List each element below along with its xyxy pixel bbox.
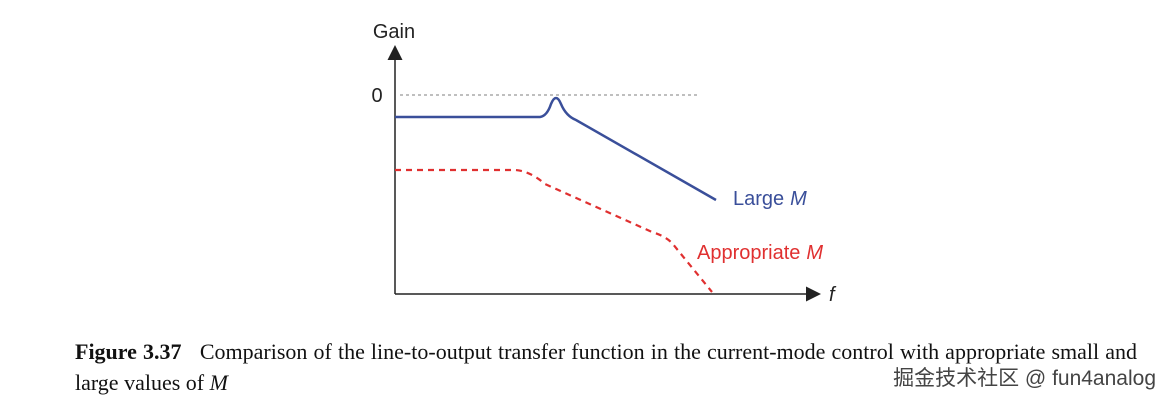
curve-label-text: Appropriate (697, 242, 800, 264)
figure: Gain f 0 Large M Appropriate M (371, 21, 837, 306)
caption: Figure 3.37 Comparison of the line-to-ou… (75, 336, 1137, 398)
watermark: 掘金技术社区 @ fun4analog (893, 367, 1156, 390)
appropriate-m-curve (395, 168, 713, 293)
caption-symbol: M (209, 370, 228, 395)
caption-text: Comparison of the line-to-output transfe… (75, 339, 1137, 395)
zero-label: 0 (371, 85, 382, 107)
curve-label-text: Large (733, 188, 784, 210)
caption-label: Figure 3.37 (75, 339, 182, 364)
y-label: Gain (373, 21, 415, 43)
curve-label-symbol: M (790, 188, 807, 210)
curve-label-symbol: M (806, 242, 823, 264)
large-m-curve (395, 96, 717, 202)
curve-label: Appropriate M (697, 242, 823, 264)
x-label: f (829, 284, 837, 306)
curve-label: Large M (733, 188, 807, 210)
